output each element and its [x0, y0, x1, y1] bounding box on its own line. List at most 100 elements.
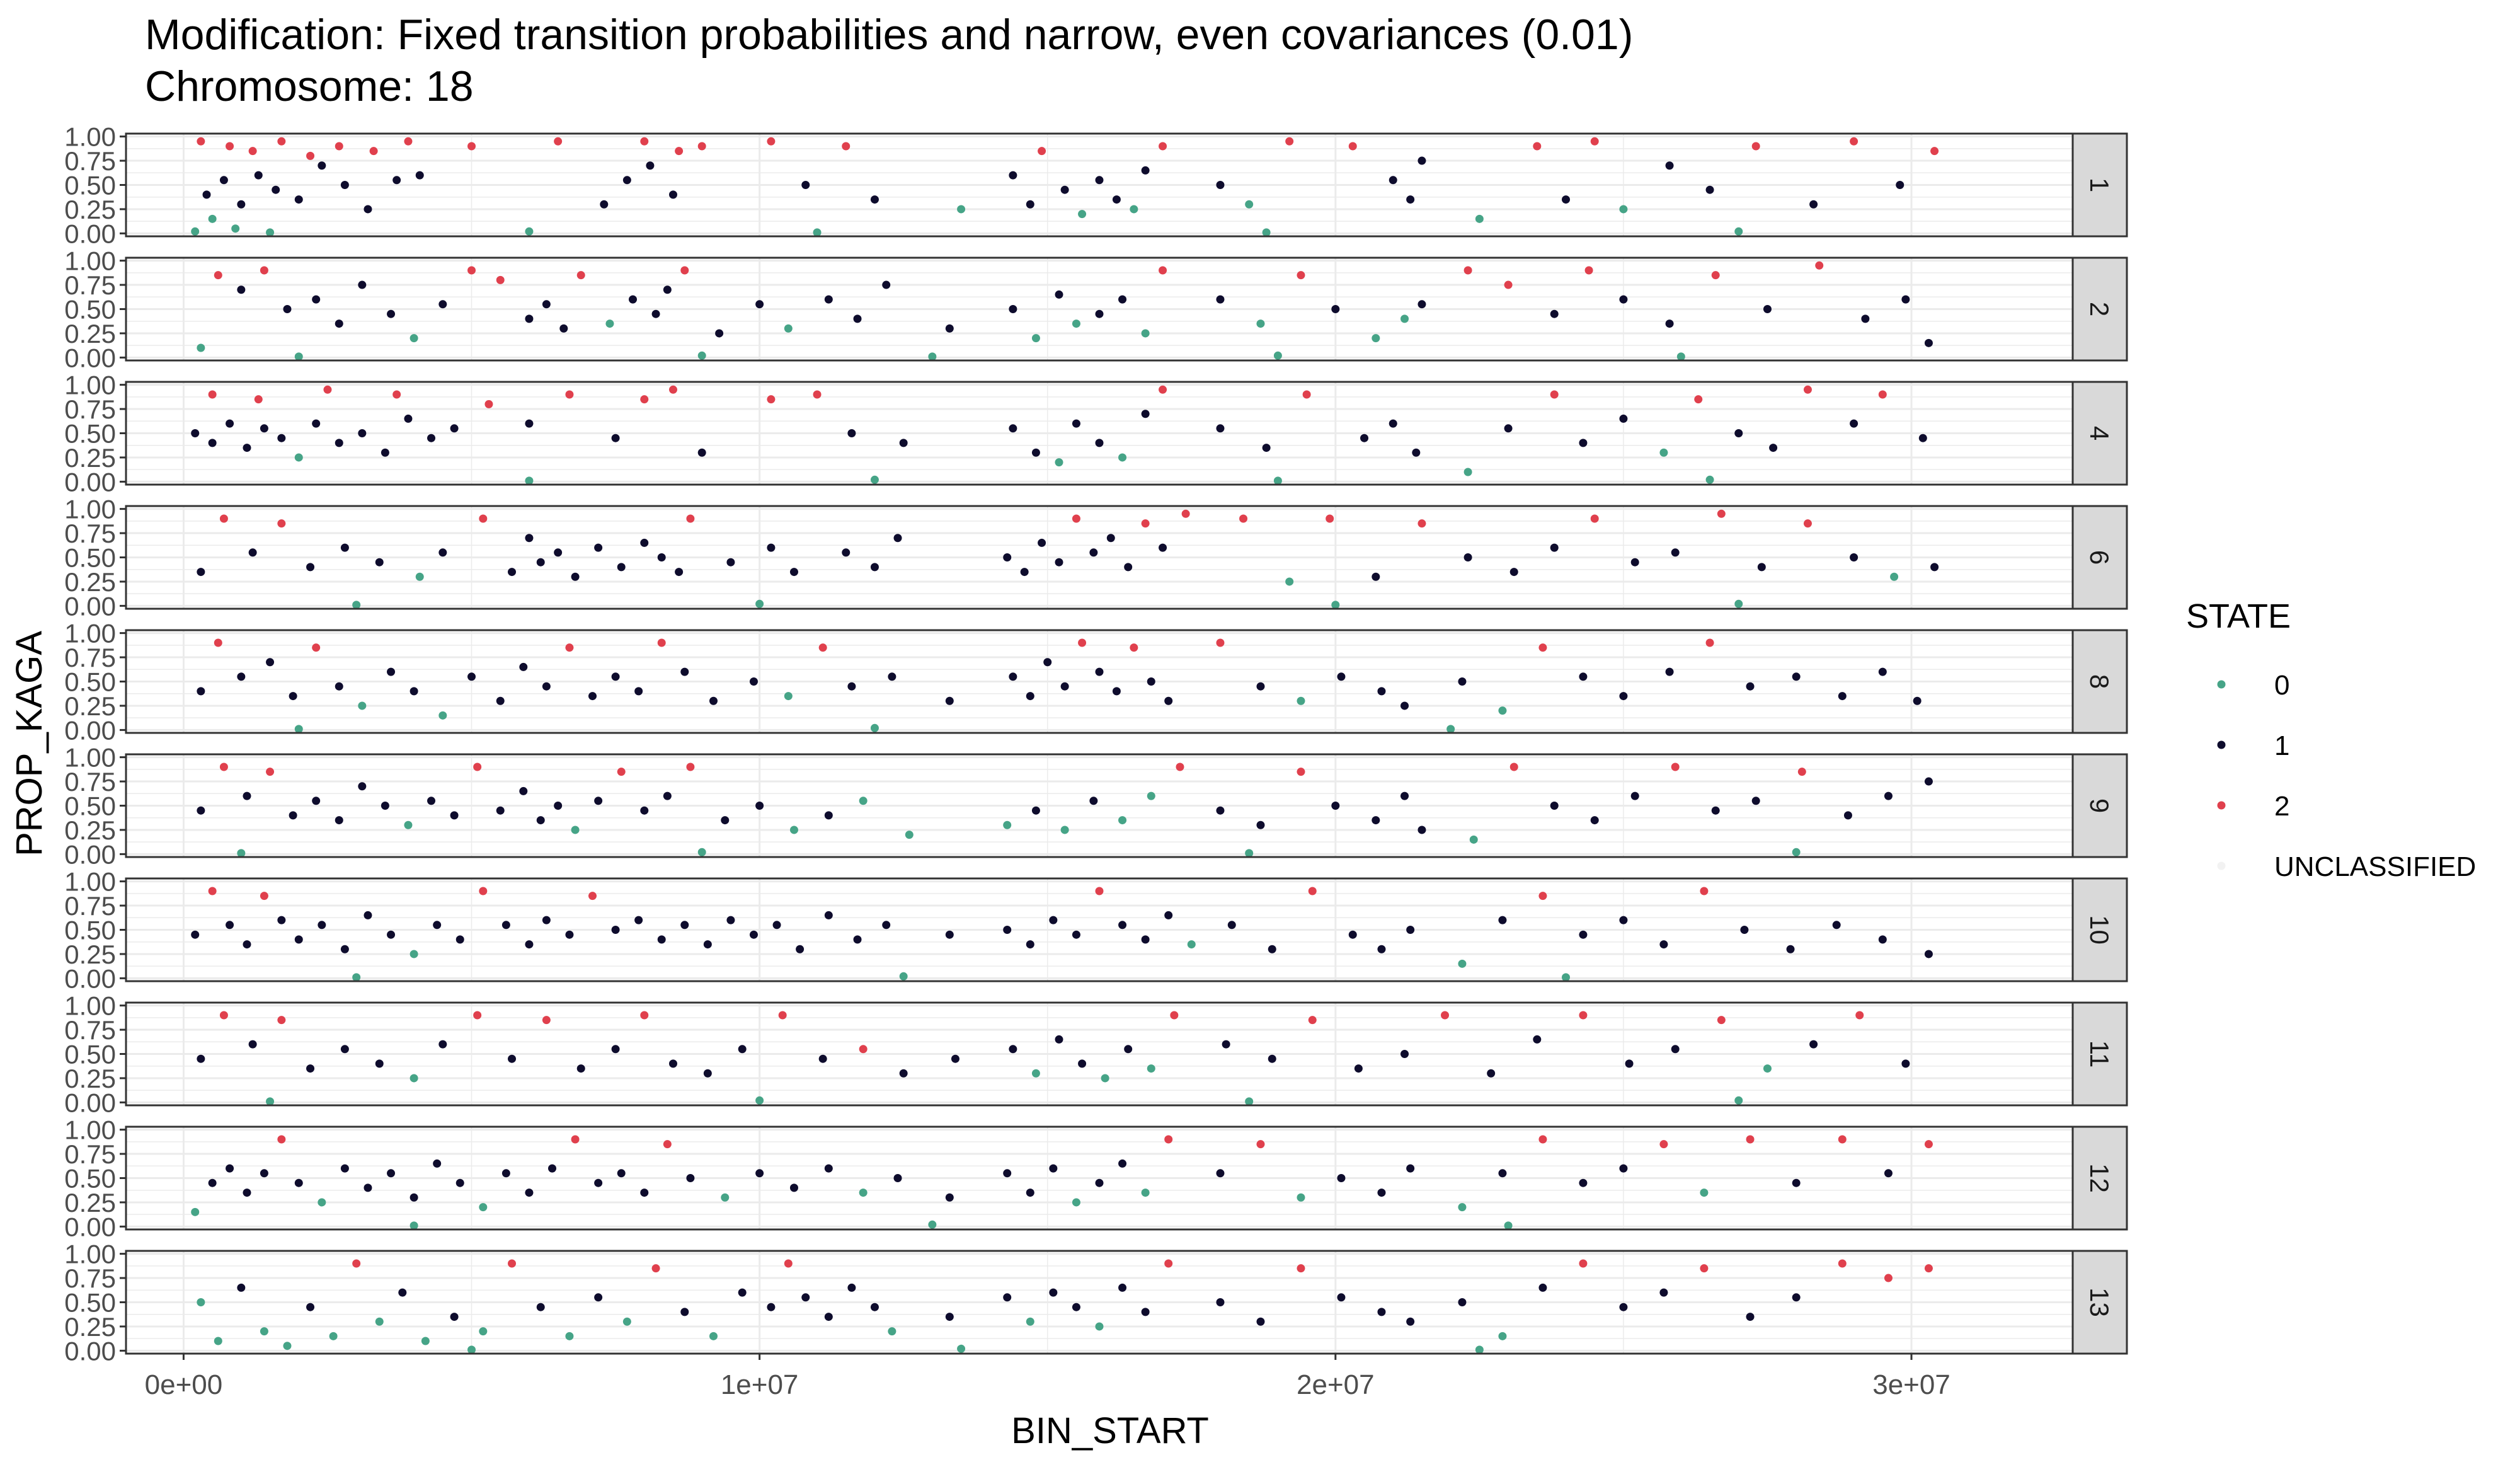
data-point-state-1 [536, 558, 545, 567]
data-point-state-1 [554, 548, 563, 557]
data-point-state-2 [473, 1011, 482, 1020]
data-point-state-1 [467, 672, 476, 681]
data-point-state-2 [640, 137, 649, 146]
data-point-state-1 [364, 911, 372, 919]
facet-panel-1: 0.000.250.500.751.00 1 [64, 122, 2128, 248]
data-point-state-1 [882, 280, 891, 289]
data-point-state-0 [197, 343, 205, 352]
data-point-state-1 [1060, 682, 1069, 691]
data-point-state-0 [1026, 1317, 1034, 1326]
data-point-state-1 [294, 195, 303, 204]
data-point-state-2 [473, 763, 482, 771]
data-point-state-1 [1268, 1054, 1276, 1063]
facet-strip [2071, 381, 2128, 486]
data-point-state-1 [1630, 791, 1639, 800]
data-point-state-1 [364, 1183, 372, 1192]
facet-panel-11: 0.000.250.500.751.00 11 [64, 991, 2128, 1117]
y-tick-label: 0.75 [64, 767, 116, 797]
data-point-state-1 [796, 945, 805, 953]
data-point-state-0 [859, 1189, 868, 1197]
data-point-state-1 [197, 1054, 205, 1063]
data-point-state-2 [1584, 266, 1593, 275]
data-point-state-0 [358, 701, 367, 710]
data-point-state-1 [433, 1159, 442, 1168]
facet-panel-13: 0.000.250.500.751.00 13 [64, 1240, 2128, 1366]
data-point-state-1 [312, 797, 321, 805]
data-point-state-2 [1159, 266, 1167, 275]
data-point-state-1 [675, 568, 684, 577]
data-point-state-1 [657, 935, 666, 944]
data-point-state-2 [1463, 266, 1472, 275]
data-point-state-1 [1009, 424, 1017, 433]
data-point-state-2 [306, 151, 315, 160]
data-point-state-1 [1665, 667, 1674, 676]
y-tick-label: 0.75 [64, 891, 116, 921]
data-point-state-1 [726, 558, 735, 567]
data-point-state-0 [1446, 725, 1455, 734]
data-point-state-1 [1118, 1283, 1127, 1292]
data-point-state-2 [277, 519, 286, 528]
data-point-state-2 [1130, 643, 1138, 652]
data-point-state-1 [767, 543, 776, 552]
data-point-state-2 [1878, 390, 1887, 399]
data-point-state-2 [1924, 1140, 1933, 1149]
y-tick-label: 0.25 [64, 815, 116, 845]
data-point-state-1 [1256, 682, 1265, 691]
data-point-state-2 [1815, 261, 1824, 270]
data-point-state-1 [501, 921, 510, 930]
data-point-state-0 [1055, 458, 1063, 467]
data-point-state-2 [1418, 519, 1426, 528]
y-tick-label: 0.25 [64, 319, 116, 348]
y-tick-label: 0.50 [64, 791, 116, 821]
y-tick-label: 0.50 [64, 916, 116, 945]
data-point-state-2 [335, 142, 343, 151]
facet-panel-6: 0.000.250.500.751.00 6 [64, 495, 2128, 621]
facet-panel-10: 0.000.250.500.751.00 10 [64, 867, 2128, 993]
y-tick-label: 1.00 [64, 1240, 116, 1269]
data-point-state-2 [1838, 1259, 1847, 1268]
data-point-state-1 [1009, 305, 1017, 313]
data-point-state-1 [680, 1308, 689, 1316]
data-point-state-1 [899, 439, 908, 447]
data-point-state-1 [450, 424, 459, 433]
data-point-state-1 [1769, 444, 1778, 452]
data-point-state-1 [1406, 1317, 1415, 1326]
data-point-state-1 [1031, 806, 1040, 815]
data-point-state-1 [1630, 558, 1639, 567]
data-point-state-1 [951, 1054, 959, 1063]
data-point-state-1 [1159, 543, 1167, 552]
data-point-state-1 [1705, 185, 1714, 194]
data-point-state-1 [870, 195, 879, 204]
data-point-state-1 [945, 930, 954, 939]
data-point-state-0 [1619, 205, 1628, 214]
data-point-state-1 [335, 319, 343, 328]
y-tick-label: 0.50 [64, 543, 116, 573]
data-point-state-1 [197, 568, 205, 577]
data-point-state-1 [1901, 1059, 1910, 1068]
data-point-state-2 [208, 887, 217, 895]
data-point-state-1 [767, 1303, 776, 1311]
data-point-state-1 [1498, 916, 1507, 924]
x-axis-label: BIN_START [1011, 1410, 1209, 1451]
data-point-state-0 [525, 476, 534, 485]
data-point-state-0 [1562, 973, 1571, 982]
data-point-state-1 [306, 1303, 315, 1311]
data-point-state-0 [208, 214, 217, 223]
data-point-state-1 [640, 1189, 649, 1197]
data-point-state-2 [767, 395, 776, 404]
data-point-state-0 [1763, 1064, 1772, 1073]
data-point-state-2 [668, 385, 677, 394]
y-tick-label: 0.00 [64, 1088, 116, 1117]
data-point-state-1 [1843, 811, 1852, 820]
data-point-state-1 [237, 200, 246, 209]
legend-title: STATE [2186, 597, 2291, 635]
data-point-state-1 [455, 1178, 464, 1187]
data-point-state-1 [197, 806, 205, 815]
data-point-state-0 [1890, 572, 1899, 581]
data-point-state-1 [1509, 568, 1518, 577]
data-point-state-0 [571, 826, 580, 834]
y-tick-label: 0.50 [64, 667, 116, 697]
data-point-state-1 [1884, 1169, 1893, 1178]
data-point-state-1 [559, 324, 568, 333]
data-point-state-1 [1026, 692, 1034, 701]
